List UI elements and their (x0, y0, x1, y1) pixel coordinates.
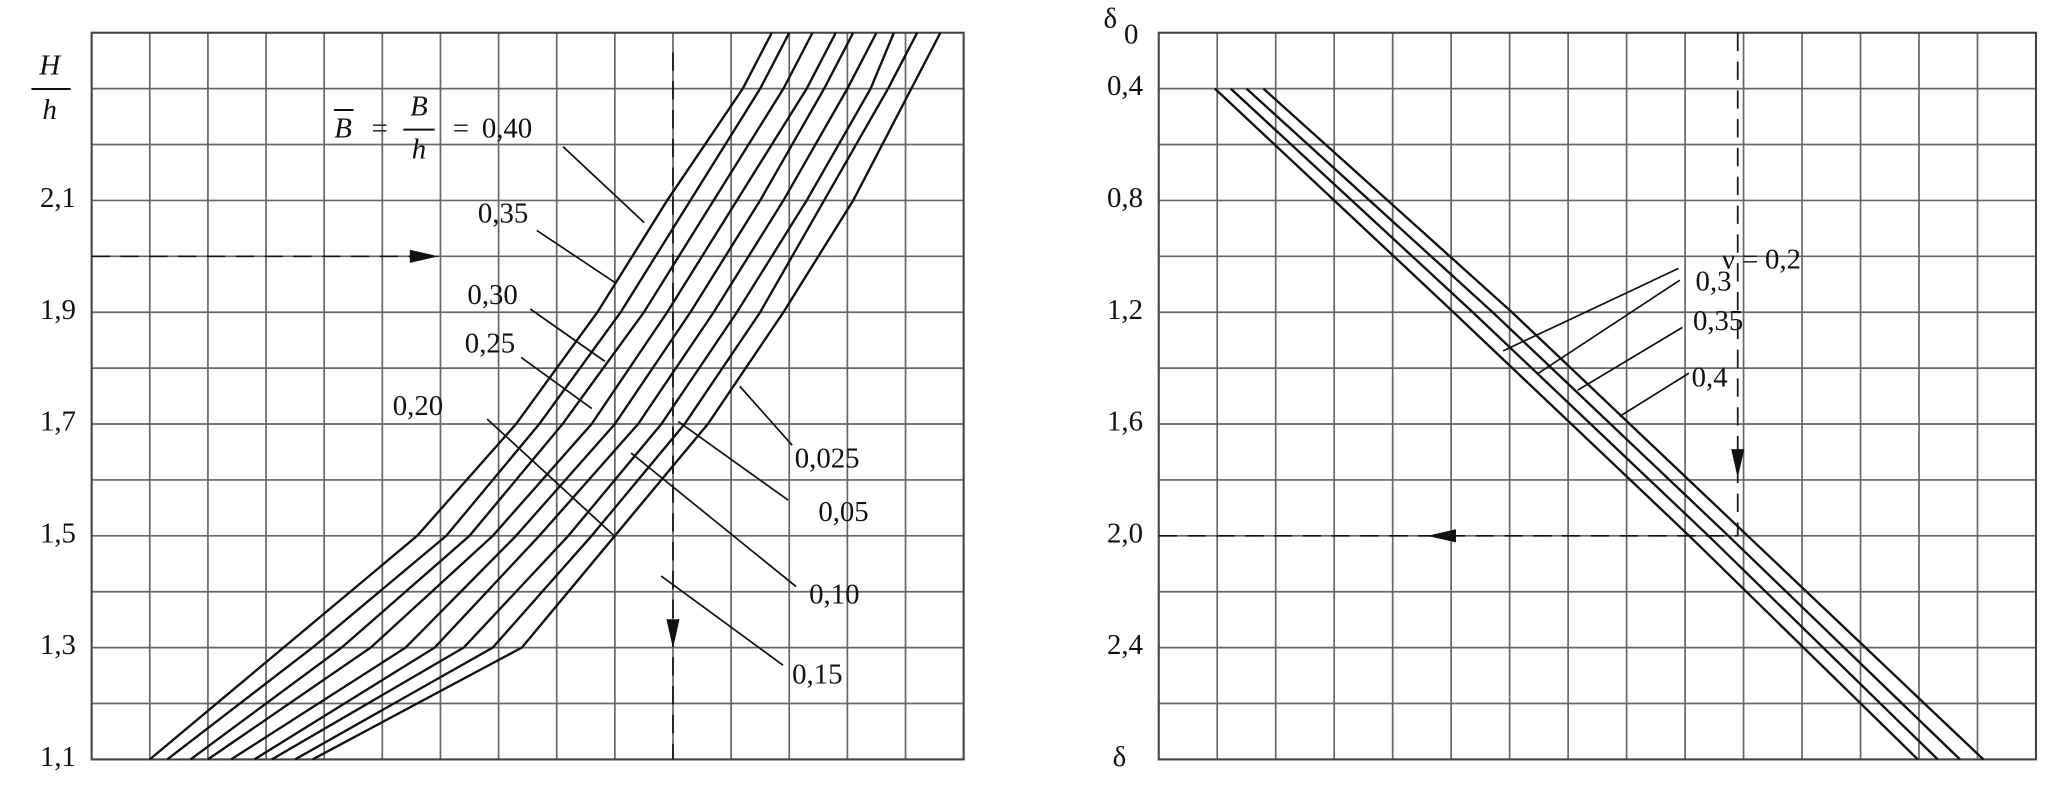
y-tick-label: 1,6 (1107, 406, 1143, 438)
curve (149, 32, 773, 761)
y-tick-label: 2,0 (1107, 517, 1143, 549)
curve-label: 0,3 (1696, 266, 1732, 298)
arrow-head (409, 249, 439, 263)
y-tick-label: 0,8 (1107, 182, 1143, 214)
curve (1245, 87, 1961, 761)
curve-label: 0,30 (467, 279, 517, 311)
leader-line (536, 229, 616, 284)
curve (189, 32, 814, 761)
leader-line (1577, 326, 1683, 391)
y-label: δ (1104, 3, 1118, 35)
curve (294, 32, 919, 761)
curve-label: 0,025 (795, 442, 860, 474)
curve (1214, 87, 1919, 761)
y-tick-label: 2,1 (40, 182, 76, 214)
y-label-sub: 0 (1124, 18, 1138, 50)
curve-label: 0,20 (393, 390, 443, 422)
curve-label: 0,2 (1765, 243, 1801, 275)
y-label-bottom: h (43, 94, 57, 126)
curve-label: 0,35 (478, 198, 528, 230)
legend-prefix: ν = (1722, 243, 1758, 275)
leader-line (562, 146, 645, 224)
curve (207, 32, 837, 761)
leader-line (1619, 372, 1690, 418)
curve (166, 32, 791, 761)
curve (253, 32, 878, 761)
curve (1229, 87, 1939, 761)
curve-label: 0,35 (1693, 305, 1743, 337)
legend-b: B (410, 90, 428, 122)
plot-frame (1157, 31, 2038, 761)
arrow-head (1731, 449, 1745, 478)
leader-line (486, 418, 616, 538)
x-label: δ (1113, 741, 1127, 773)
curve (271, 32, 895, 761)
leader-line (1537, 279, 1681, 374)
leader-line (630, 452, 797, 588)
legend-b-bar: B (334, 113, 352, 145)
y-tick-label: 1,7 (40, 406, 76, 438)
legend-h: h (412, 133, 426, 165)
y-tick-label: 2,4 (1107, 629, 1143, 661)
y-tick-label: 1,5 (40, 517, 76, 549)
curve-label: 0,05 (818, 496, 868, 528)
arrow-head (666, 619, 680, 649)
leader-line (739, 385, 793, 446)
y-tick-label: 1,2 (1107, 294, 1143, 326)
curve (230, 32, 855, 761)
y-tick-label: 1,1 (40, 741, 76, 773)
y-tick-label: 1,9 (40, 294, 76, 326)
leader-line (1502, 267, 1679, 352)
leader-line (529, 308, 606, 363)
curve-label: 0,25 (465, 327, 515, 359)
y-tick-label: 0,4 (1107, 70, 1143, 102)
legend-eq: = (453, 113, 469, 145)
curve (1262, 87, 1985, 761)
leader-line (677, 420, 789, 501)
curve (312, 32, 942, 761)
curve-label: 0,40 (482, 113, 532, 145)
curve-label: 0,10 (809, 579, 859, 611)
leader-line (520, 356, 593, 410)
leader-line (660, 575, 784, 666)
plot-frame (90, 31, 965, 761)
y-tick-label: 1,3 (40, 629, 76, 661)
legend-eq: = (372, 113, 388, 145)
arrow-head (1427, 529, 1456, 543)
curve-label: 0,4 (1692, 361, 1728, 393)
curve-label: 0,15 (792, 659, 842, 691)
y-label-top: H (38, 50, 62, 82)
